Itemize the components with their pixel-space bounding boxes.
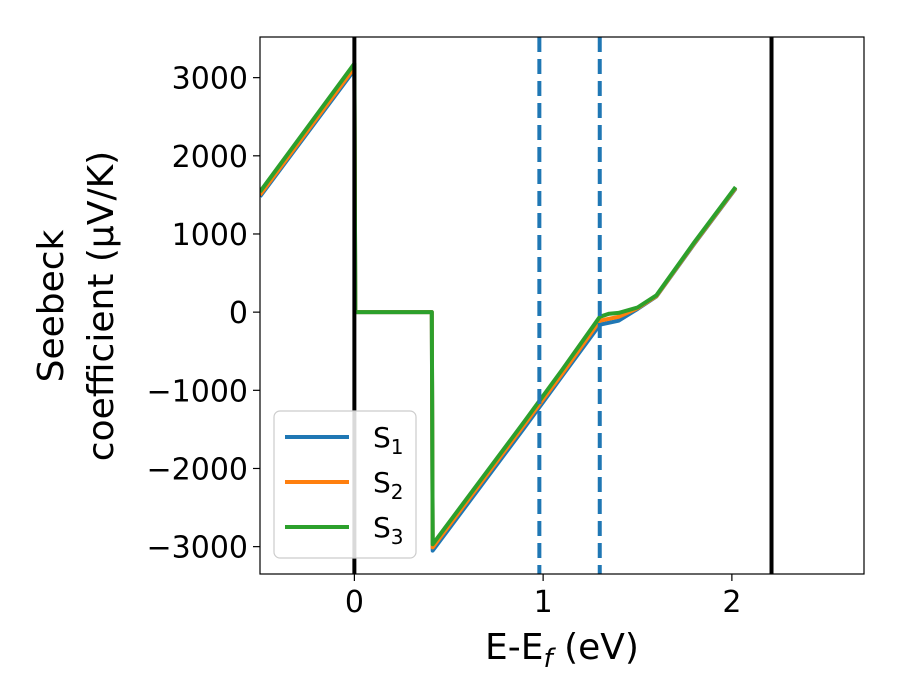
plot-frame xyxy=(259,36,865,575)
legend-label-s3: S3 xyxy=(373,511,404,549)
legend: S1 S2 S3 xyxy=(273,410,417,559)
y-tick-label: 0 xyxy=(229,296,248,331)
plot-area xyxy=(260,37,774,574)
x-tick-label: 0 xyxy=(345,585,364,620)
legend-box xyxy=(273,410,417,559)
x-axis-label: E-Ef (eV) xyxy=(485,627,639,674)
x-tick-label: 1 xyxy=(534,585,553,620)
y-axis-label: Seebeck coefficient (μV/K) xyxy=(31,151,122,461)
axes: 0 1 2 3000 2000 1000 0 −1000 −2000 −3000 xyxy=(147,36,865,620)
svg-text:coefficient (μV/K): coefficient (μV/K) xyxy=(81,151,122,461)
legend-label-s2: S2 xyxy=(373,466,404,504)
y-tick-label: −2000 xyxy=(147,452,248,487)
y-tick-label: 3000 xyxy=(172,62,248,97)
y-tick-label: −1000 xyxy=(147,374,248,409)
y-tick-label: 2000 xyxy=(172,140,248,175)
y-tick-label: −3000 xyxy=(147,531,248,566)
y-tick-label: 1000 xyxy=(172,218,248,253)
svg-text:Seebeck: Seebeck xyxy=(31,229,72,382)
legend-label-s1: S1 xyxy=(373,421,404,459)
series-line-s3 xyxy=(260,61,738,547)
x-tick-label: 2 xyxy=(722,585,741,620)
